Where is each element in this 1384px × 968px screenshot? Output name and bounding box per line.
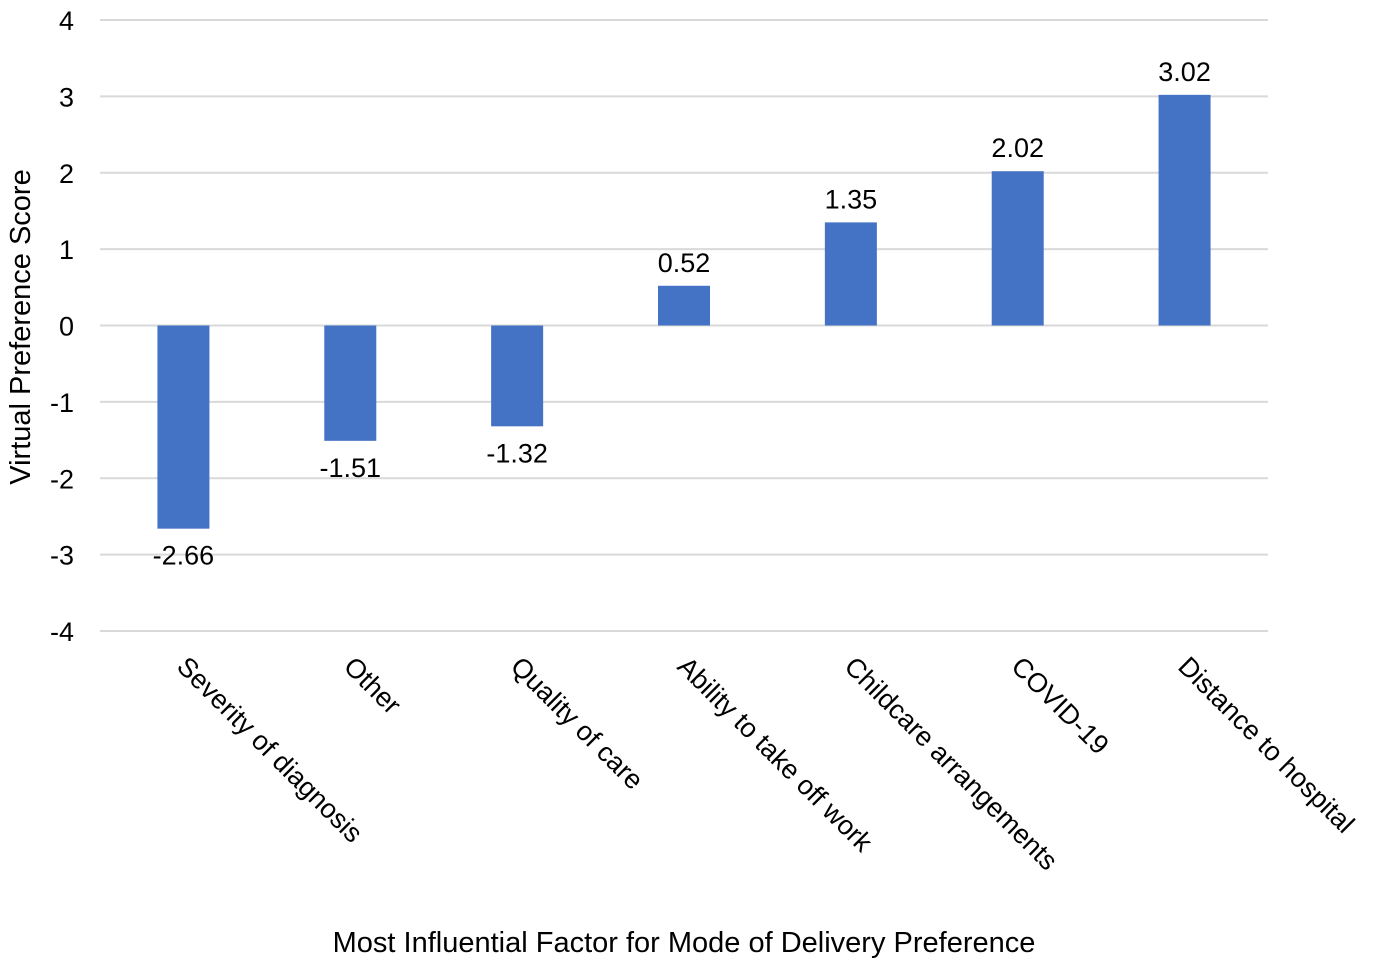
data-label: -1.51 <box>320 453 382 483</box>
data-label: -2.66 <box>153 541 215 571</box>
data-labels: -2.66 -1.51 -1.32 0.52 1.35 2.02 3.02 <box>153 57 1211 571</box>
category-label: Ability to take off work <box>672 651 879 858</box>
data-label: 2.02 <box>991 133 1044 163</box>
bar <box>991 171 1044 326</box>
y-axis-title: Virtual Preference Score <box>5 169 37 484</box>
y-tick-label: 2 <box>59 159 74 189</box>
y-tick-label: 0 <box>59 312 74 342</box>
y-tick-label: -3 <box>50 541 74 571</box>
y-tick-label: 3 <box>59 82 74 112</box>
category-label: Other <box>338 651 407 720</box>
bars <box>157 94 1211 529</box>
data-label: 3.02 <box>1158 57 1211 87</box>
category-label: COVID-19 <box>1005 651 1114 760</box>
y-tick-label: -2 <box>50 464 74 494</box>
x-axis-title: Most Influential Factor for Mode of Deli… <box>333 927 1036 959</box>
y-tick-label: 4 <box>59 6 74 36</box>
y-tick-label: -4 <box>50 617 74 647</box>
category-label: Severity of diagnosis <box>171 651 368 848</box>
bar <box>324 325 377 441</box>
y-axis-ticks: 4 3 2 1 0 -1 -2 -3 -4 <box>50 6 74 647</box>
bar <box>157 325 210 529</box>
y-tick-label: -1 <box>50 388 74 418</box>
category-label: Distance to hospital <box>1172 651 1360 839</box>
bar <box>658 285 710 326</box>
data-label: 0.52 <box>658 248 711 278</box>
bar <box>491 325 544 427</box>
bar <box>824 222 877 326</box>
category-label: Quality of care <box>505 651 649 795</box>
y-tick-label: 1 <box>59 235 74 265</box>
bar <box>1158 94 1211 326</box>
data-label: -1.32 <box>486 438 548 468</box>
data-label: 1.35 <box>825 184 878 214</box>
